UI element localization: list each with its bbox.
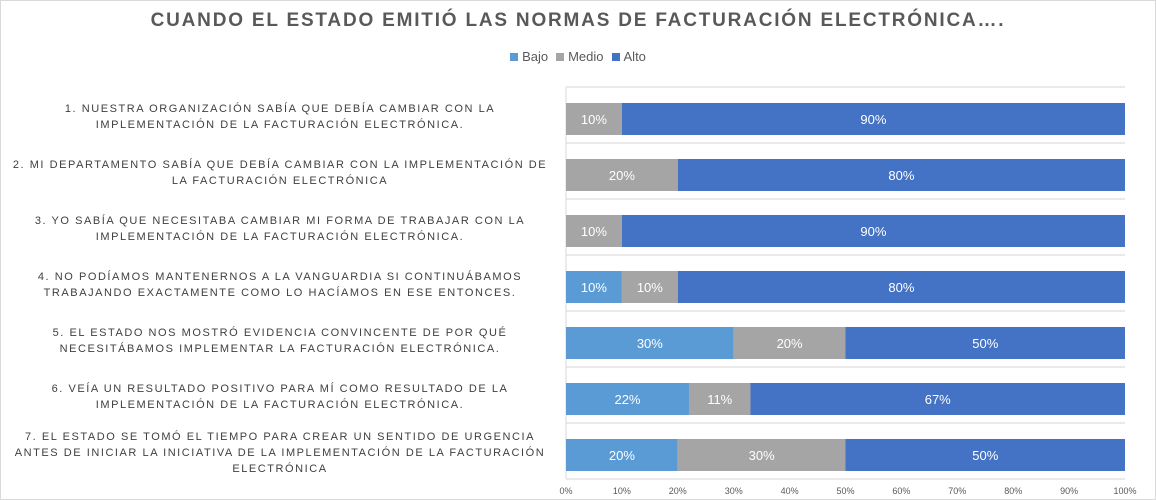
data-label: 50% <box>972 336 998 351</box>
legend-item-alto: Alto <box>611 49 646 64</box>
legend-item-medio: Medio <box>556 49 604 64</box>
bar-alto <box>677 271 1125 303</box>
bar-alto <box>845 439 1125 471</box>
data-label: 22% <box>614 392 640 407</box>
legend-swatch <box>556 53 565 61</box>
x-tick-label: 80% <box>1004 486 1022 496</box>
data-label: 10% <box>581 224 607 239</box>
bars: 0%10%90%0%20%80%0%10%90%10%10%80%30%20%5… <box>566 103 1125 471</box>
category-label: 4. NO PODÍAMOS MANTENERNOS A LA VANGUARD… <box>37 271 523 299</box>
category-label: 2. MI DEPARTAMENTO SABÍA QUE DEBÍA CAMBI… <box>12 159 548 187</box>
x-tick-label: 100% <box>1113 486 1136 496</box>
data-label: 10% <box>581 280 607 295</box>
x-tick-label: 70% <box>948 486 966 496</box>
x-tick-label: 60% <box>892 486 910 496</box>
bar-bajo <box>566 439 678 471</box>
data-label: 20% <box>777 336 803 351</box>
chart-title: CUANDO EL ESTADO EMITIÓ LAS NORMAS DE FA… <box>150 10 1006 31</box>
x-tick-label: 0% <box>559 486 572 496</box>
data-label: 30% <box>637 336 663 351</box>
category-label: 1. NUESTRA ORGANIZACIÓN SABÍA QUE DEBÍA … <box>64 103 496 131</box>
bar-medio <box>621 271 678 303</box>
bar-medio <box>677 439 846 471</box>
bar-medio <box>566 103 622 135</box>
x-tick-label: 10% <box>613 486 631 496</box>
data-label: 20% <box>609 168 635 183</box>
data-label: 10% <box>637 280 663 295</box>
category-label: 3. YO SABÍA QUE NECESITABA CAMBIAR MI FO… <box>34 215 526 243</box>
bar-alto <box>677 159 1125 191</box>
bar-medio <box>733 327 846 359</box>
bar-alto <box>750 383 1125 415</box>
bar-alto <box>621 103 1125 135</box>
data-label: 90% <box>860 224 886 239</box>
data-label: 80% <box>888 280 914 295</box>
bar-medio <box>566 215 622 247</box>
x-tick-label: 30% <box>725 486 743 496</box>
legend-label: Medio <box>568 49 604 64</box>
legend: Bajo Medio Alto <box>0 49 1156 64</box>
bar-bajo <box>566 327 734 359</box>
category-label: 6. VEÍA UN RESULTADO POSITIVO PARA MÍ CO… <box>51 383 509 411</box>
x-tick-label: 90% <box>1060 486 1078 496</box>
data-label: 90% <box>860 112 886 127</box>
legend-swatch <box>510 53 519 61</box>
bar-alto <box>621 215 1125 247</box>
x-tick-label: 20% <box>669 486 687 496</box>
legend-swatch <box>611 53 620 61</box>
bar-medio <box>688 383 751 415</box>
category-label: 7. EL ESTADO SE TOMÓ EL TIEMPO PARA CREA… <box>14 431 546 475</box>
bar-bajo <box>566 271 622 303</box>
data-label: 11% <box>707 392 732 407</box>
x-tick-label: 40% <box>781 486 799 496</box>
legend-label: Bajo <box>522 49 549 64</box>
data-label: 10% <box>581 112 607 127</box>
x-tick-label: 50% <box>836 486 854 496</box>
bar-alto <box>845 327 1125 359</box>
data-label: 20% <box>609 448 635 463</box>
legend-label: Alto <box>623 49 646 64</box>
data-label: 67% <box>925 392 951 407</box>
legend-item-bajo: Bajo <box>510 49 548 64</box>
category-label: 5. EL ESTADO NOS MOSTRÓ EVIDENCIA CONVIN… <box>52 327 508 355</box>
data-label: 50% <box>972 448 998 463</box>
data-label: 80% <box>888 168 914 183</box>
data-label: 30% <box>749 448 775 463</box>
bar-bajo <box>566 383 689 415</box>
bar-medio <box>566 159 678 191</box>
